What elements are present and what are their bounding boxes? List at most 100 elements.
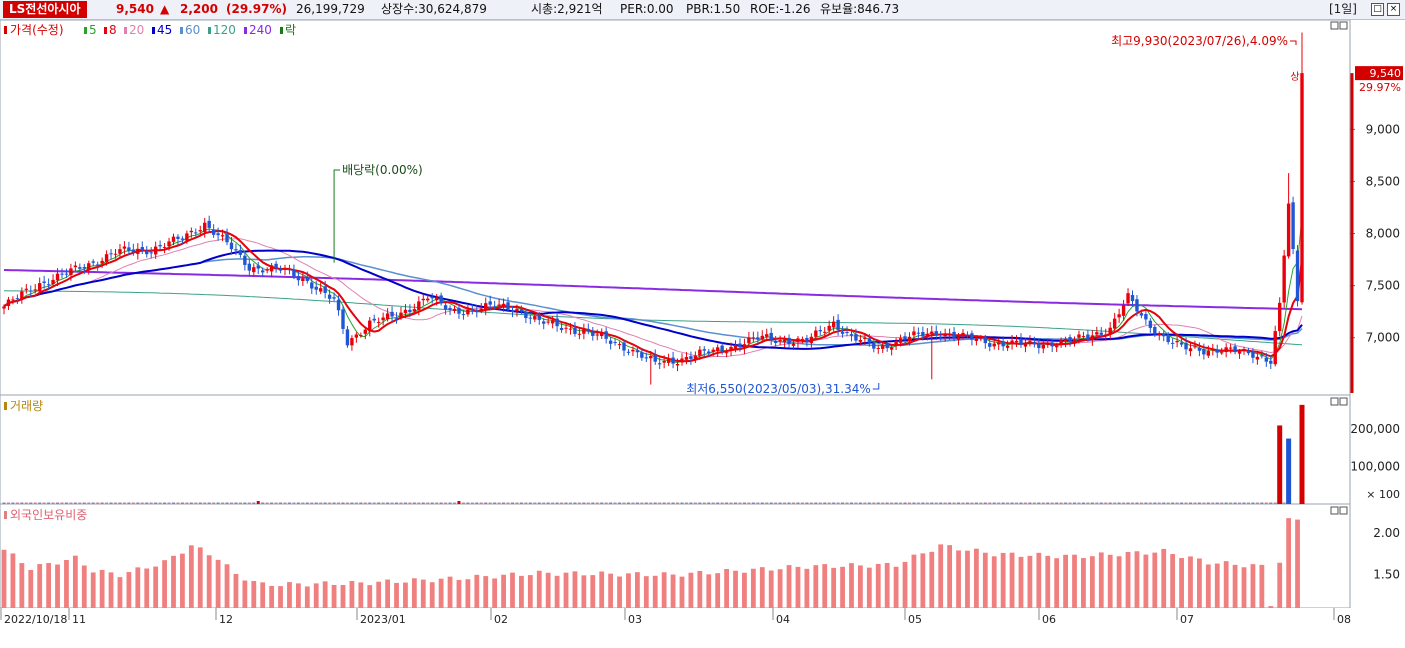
foreign-bar <box>804 568 810 608</box>
candle-body <box>921 332 925 337</box>
candle-body <box>1153 327 1157 335</box>
candle-body <box>310 282 314 289</box>
volume-bar <box>1211 502 1215 504</box>
candle-body <box>1277 302 1282 332</box>
volume-bar <box>136 502 140 504</box>
maximize-icon[interactable]: □ <box>1371 3 1384 16</box>
candle-body <box>640 352 644 358</box>
volume-bar <box>1081 502 1085 504</box>
volume-bar <box>189 502 193 504</box>
volume-bar <box>814 502 818 504</box>
foreign-bar <box>1009 552 1015 608</box>
candle-body <box>394 317 399 319</box>
volume-bar <box>845 502 849 504</box>
candle-body <box>943 334 947 337</box>
foreign-tick-label: 2.00 <box>1373 526 1400 540</box>
candle-body <box>564 327 568 329</box>
volume-bar <box>64 502 68 504</box>
candle-body <box>622 342 626 351</box>
volume-bar <box>818 502 822 504</box>
volume-bar <box>858 502 862 504</box>
volume-bar <box>426 502 430 504</box>
volume-bar <box>644 502 648 504</box>
foreign-bar <box>563 572 569 608</box>
volume-bar <box>243 502 247 504</box>
volume-bar <box>1229 502 1233 504</box>
volume-bar <box>680 502 684 504</box>
candle-body <box>153 246 158 255</box>
foreign-bar <box>376 581 382 608</box>
foreign-bar <box>634 572 640 608</box>
volume-bar <box>1046 502 1050 504</box>
candle-body <box>1059 340 1063 345</box>
volume-bar <box>1041 502 1045 504</box>
price-tick-label: 7,000 <box>1366 331 1400 345</box>
candle-body <box>1081 336 1086 338</box>
volume-bar <box>377 502 381 504</box>
candle-body <box>1273 331 1277 365</box>
candle-body <box>145 251 149 255</box>
candle-body <box>1255 356 1260 360</box>
candle-body <box>1130 295 1135 302</box>
volume-bar <box>792 502 796 504</box>
candle-body <box>341 309 345 329</box>
volume-bar <box>314 502 318 504</box>
period-selector[interactable]: [1일] <box>1328 2 1357 16</box>
x-tick-label: 07 <box>1180 613 1194 626</box>
foreign-bar <box>1259 564 1265 608</box>
foreign-bar <box>1188 556 1193 608</box>
volume-bar <box>595 502 599 504</box>
volume-bar <box>604 502 608 504</box>
candle-body <box>952 331 956 338</box>
volume-bar <box>622 502 626 504</box>
candle-body <box>1300 73 1304 303</box>
volume-bar <box>577 502 581 504</box>
close-icon[interactable]: × <box>1387 3 1400 16</box>
volume-bar <box>1064 502 1068 504</box>
high-marker <box>1290 40 1297 45</box>
candle-body <box>216 233 220 236</box>
candle-body <box>461 314 466 316</box>
foreign-bar <box>215 559 221 608</box>
foreign-bar <box>866 567 872 608</box>
candle-body <box>1228 347 1233 349</box>
candle-body <box>760 335 764 340</box>
stock-name[interactable]: LS전선아시아 <box>3 1 87 18</box>
candle-body <box>252 267 256 273</box>
volume-bar <box>742 502 746 504</box>
foreign-bar <box>72 555 78 608</box>
candle-body <box>814 330 818 337</box>
volume-bar <box>702 502 706 504</box>
volume-bar <box>1180 502 1184 504</box>
candle-body <box>118 249 122 254</box>
candle-body <box>136 248 140 254</box>
candle-body <box>484 303 488 311</box>
candle-body <box>635 350 640 353</box>
volume-bar <box>983 502 987 504</box>
foreign-bar <box>483 576 489 608</box>
volume-bar <box>82 502 86 504</box>
candle-body <box>497 304 501 306</box>
foreign-bar <box>28 569 34 608</box>
candle-body <box>818 330 822 332</box>
foreign-bar <box>501 574 506 608</box>
candle-body <box>1233 346 1237 353</box>
volume-bar <box>319 502 323 504</box>
foreign-bar <box>64 559 69 608</box>
candle-body <box>720 345 724 352</box>
volume-bar <box>992 502 996 504</box>
candle-body <box>127 247 131 251</box>
candle-body <box>626 351 631 353</box>
volume-bar <box>653 502 657 504</box>
volume-bar <box>729 502 733 504</box>
candle-body <box>1170 342 1175 344</box>
candle-body <box>872 342 876 349</box>
foreign-bar <box>840 566 845 608</box>
candle-body <box>559 327 564 331</box>
volume-bar <box>453 502 457 504</box>
volume-bar <box>287 502 291 504</box>
candle-body <box>60 273 64 275</box>
volume-bar <box>676 502 680 504</box>
foreign-bar <box>626 573 631 608</box>
